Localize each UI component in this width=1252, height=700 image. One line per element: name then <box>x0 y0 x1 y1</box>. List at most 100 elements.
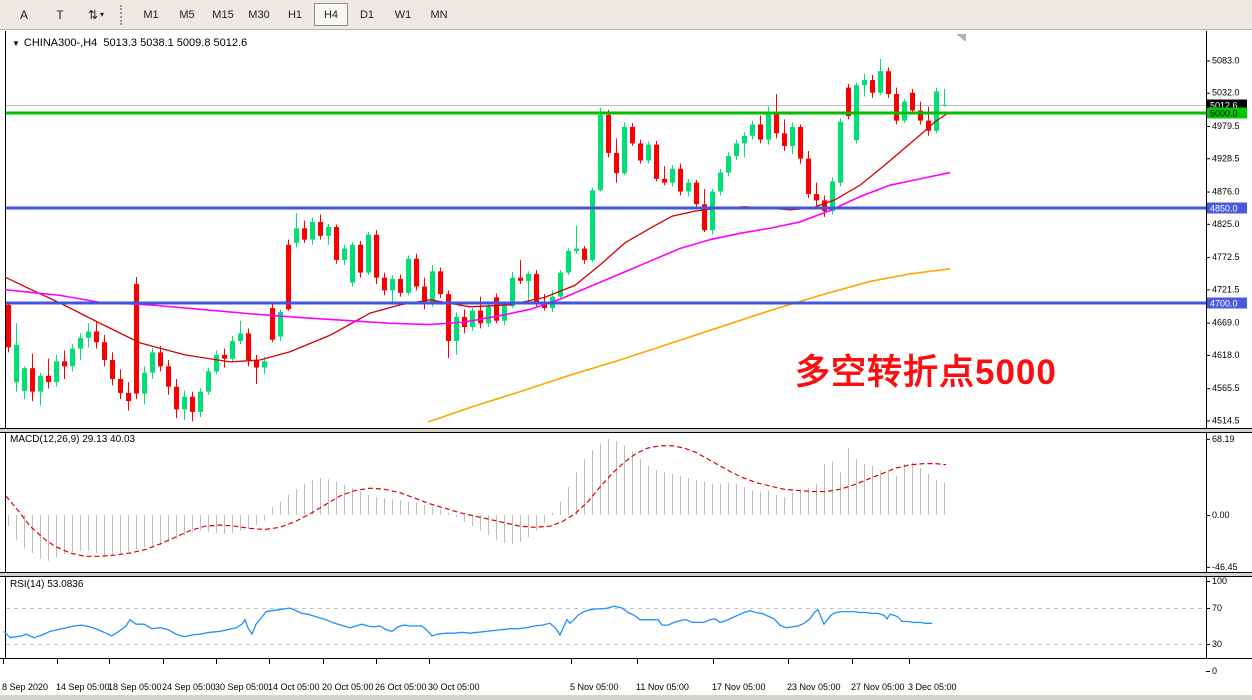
candle-body <box>518 277 523 281</box>
date-tick-label: 30 Oct 05:00 <box>428 682 480 692</box>
timeframe-button-h1[interactable]: H1 <box>287 8 303 21</box>
candle-body <box>422 286 427 305</box>
candle-body <box>774 111 779 134</box>
candle-body <box>94 331 99 343</box>
dropdown-caret-icon[interactable]: ▾ <box>100 10 105 19</box>
candle-body <box>6 304 11 348</box>
candle-body <box>694 182 699 205</box>
candle-body <box>62 361 67 367</box>
candle-body <box>182 396 187 410</box>
candle-body <box>798 126 803 159</box>
candle-body <box>350 244 355 283</box>
timeframe-button-w1[interactable]: W1 <box>394 8 412 21</box>
candle-body <box>894 94 899 121</box>
candle-body <box>86 331 91 338</box>
timeframe-button-m1[interactable]: M1 <box>143 8 159 21</box>
candle-body <box>222 354 227 359</box>
rsi-line <box>3 605 932 639</box>
candle-body <box>526 273 531 281</box>
timeframe-button-d1[interactable]: D1 <box>359 8 375 21</box>
chart-text-annotation[interactable]: 多空转折点5000 <box>795 353 1057 392</box>
autoscroll-marker-icon[interactable] <box>956 34 966 42</box>
chart-title-text: CHINA300-,H4 5013.3 5038.1 5009.8 5012.6 <box>23 37 248 49</box>
candle-body <box>214 354 219 372</box>
level-badge-5000.0-text: 5000.0 <box>1210 109 1238 119</box>
candle-body <box>678 168 683 192</box>
candle-body <box>38 375 43 392</box>
candle-body <box>382 277 387 291</box>
timeframe-button-m15[interactable]: M15 <box>212 8 234 21</box>
panel-separator[interactable] <box>0 572 1252 576</box>
candle-body <box>502 306 507 321</box>
candle-body <box>566 251 571 273</box>
candle-body <box>142 372 147 394</box>
candle-body <box>294 228 299 243</box>
date-tick-label: 11 Nov 05:00 <box>636 682 689 692</box>
candle-body <box>534 273 539 303</box>
candle-body <box>334 226 339 260</box>
panel-separator[interactable] <box>0 428 1252 432</box>
timeframe-button-mn[interactable]: MN <box>430 8 448 21</box>
candle-body <box>206 371 211 392</box>
candle-body <box>926 120 931 131</box>
date-tick-label: 3 Dec 05:00 <box>908 682 957 692</box>
candle-body <box>758 124 763 140</box>
candle-body <box>158 352 163 367</box>
rsi-tick-label: 70 <box>1212 603 1222 613</box>
timeframe-button-h4[interactable]: H4 <box>314 3 348 26</box>
candle-body <box>574 248 579 252</box>
candle-body <box>582 248 587 260</box>
candle-body <box>742 135 747 144</box>
candle-body <box>830 181 835 212</box>
candle-body <box>710 191 715 231</box>
price-tick-label: 4772.5 <box>1212 252 1240 262</box>
candle-body <box>438 271 443 295</box>
candle-body <box>470 310 475 328</box>
candle-body <box>542 302 547 309</box>
date-tick-label: 20 Oct 05:00 <box>322 682 374 692</box>
candle-body <box>414 258 419 287</box>
toolbar-grip-handle[interactable] <box>120 4 127 25</box>
collapse-chart-icon[interactable]: ▼ <box>12 39 20 48</box>
candle-body <box>326 226 331 236</box>
date-tick-label: 24 Sep 05:00 <box>162 682 216 692</box>
candle-body <box>190 396 195 412</box>
candle-body <box>46 375 51 383</box>
candle-body <box>14 344 19 383</box>
price-tick-label: 4514.5 <box>1212 415 1240 425</box>
candle-body <box>734 143 739 157</box>
candle-body <box>198 391 203 412</box>
date-tick-label: 8 Sep 2020 <box>2 682 48 692</box>
candle-body <box>838 121 843 183</box>
timeframe-button-m5[interactable]: M5 <box>179 8 195 21</box>
candle-body <box>118 378 123 393</box>
candle-body <box>878 71 883 93</box>
candle-body <box>670 168 675 183</box>
candle-body <box>150 352 155 373</box>
candle-body <box>238 333 243 341</box>
candle-body <box>486 306 491 324</box>
current-price-badge <box>1207 99 1247 111</box>
candlestick-series <box>6 59 947 422</box>
current-price-badge-text: 5012.6 <box>1210 101 1238 111</box>
chart-title[interactable]: ▼ CHINA300-,H4 5013.3 5038.1 5009.8 5012.… <box>12 37 247 49</box>
candle-body <box>406 258 411 293</box>
timeframe-button-m30[interactable]: M30 <box>248 8 270 21</box>
candle-body <box>934 91 939 131</box>
candle-body <box>430 271 435 305</box>
arrange-arrows-tool-button[interactable]: ⇅ ▾ <box>79 3 113 26</box>
candle-body <box>902 101 907 121</box>
candle-body <box>790 126 795 146</box>
candle-body <box>622 126 627 174</box>
date-tick-label: 23 Nov 05:00 <box>787 682 841 692</box>
candle-body <box>174 386 179 410</box>
rsi-tick-label: 100 <box>1212 576 1227 586</box>
candle-body <box>750 124 755 136</box>
candle-body <box>598 114 603 191</box>
text-label-tool-button[interactable]: T <box>43 3 77 26</box>
date-tick-label: 5 Nov 05:00 <box>570 682 619 692</box>
toolbar: A T ⇅ ▾ M1 M5 M15 M30 H1 H4 D1 W1 MN <box>0 0 1252 30</box>
text-a-tool-button[interactable]: A <box>7 3 41 26</box>
